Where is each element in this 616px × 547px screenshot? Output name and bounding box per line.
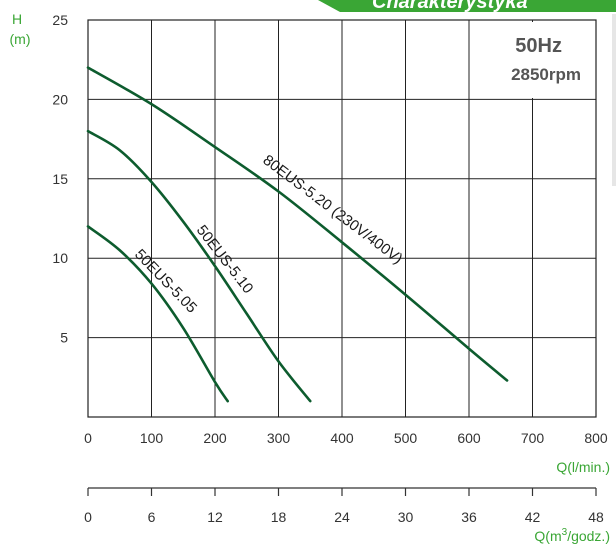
curve-label: 50EUS-5.10 [193,222,257,297]
y-axis-label-unit: (m) [10,31,31,47]
secondary-axis-label-suffix: /godz.) [567,528,610,544]
title-banner [318,0,616,12]
x-tick-label: 700 [521,430,545,446]
y-tick-label: 15 [52,171,68,187]
secondary-tick-label: 30 [398,509,414,525]
x-tick-label: 300 [267,430,291,446]
x-tick-label: 400 [330,430,354,446]
curve-label: 50EUS-5.05 [131,246,200,317]
secondary-tick-label: 6 [148,509,156,525]
x-tick-label: 200 [203,430,227,446]
curve-line [86,129,312,403]
speed-label: 2850rpm [511,65,581,84]
secondary-tick-label: 0 [84,509,92,525]
y-tick-label: 5 [60,330,68,346]
secondary-tick-label: 36 [461,509,477,525]
curve-line [86,225,229,403]
secondary-tick-labels: 0 6 12 18 24 30 36 42 48 [84,488,604,525]
plot-frame [87,19,597,418]
secondary-tick-label: 48 [588,509,604,525]
y-tick-label: 25 [52,12,68,28]
secondary-axis-label-sup: 3 [562,527,568,538]
secondary-tick-label: 18 [271,509,287,525]
secondary-tick-label: 24 [334,509,350,525]
x-tick-label: 500 [394,430,418,446]
y-tick-labels: 5 10 15 20 25 [52,12,68,346]
secondary-axis-label: Q(m3/godz.) [534,527,610,544]
y-tick-label: 10 [52,250,68,266]
grid [88,20,596,417]
x-tick-label: 100 [140,430,164,446]
info-box [472,22,594,98]
curve-label: 80EUS-5.20 (230V/400V) [260,152,406,268]
secondary-axis-label-prefix: Q(m [534,528,561,544]
secondary-tick-label: 12 [207,509,223,525]
curves [86,66,509,403]
x-tick-label: 0 [84,430,92,446]
frequency-label: 50Hz [515,35,562,57]
y-tick-label: 20 [52,91,68,107]
x-tick-labels: 0 100 200 300 400 500 600 700 800 [84,430,608,446]
x-axis-label: Q(l/min.) [556,459,610,475]
x-tick-label: 800 [584,430,608,446]
curve-line [86,66,509,382]
banner-title: Charakterystyka [372,0,528,13]
secondary-tick-label: 42 [525,509,541,525]
y-axis-label-h: H [12,11,22,27]
edge-strip [612,14,616,186]
x-tick-label: 600 [457,430,481,446]
